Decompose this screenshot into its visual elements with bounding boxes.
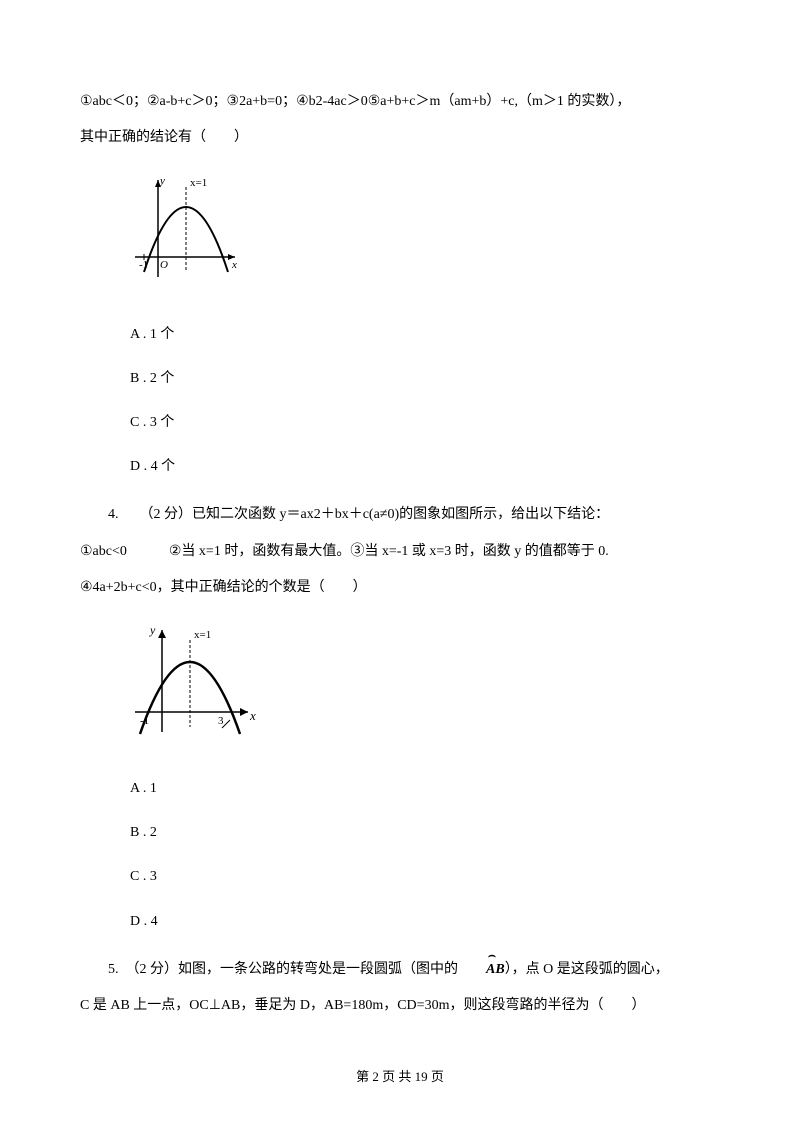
q3-statement-line1: ①abc＜0；②a-b+c＞0；③2a+b=0；④b2-4ac＞0⑤a+b+c＞… xyxy=(80,86,720,118)
q3-graph: x=1 y x -1 O xyxy=(130,172,720,300)
q4-line1: 4. （2 分）已知二次函数 y＝ax2＋bx＋c(a≠0)的图象如图所示，给出… xyxy=(80,499,720,531)
svg-text:-1: -1 xyxy=(140,715,149,727)
page-footer: 第 2 页 共 19 页 xyxy=(0,1062,800,1092)
q3-option-c: C . 3 个 xyxy=(130,407,720,439)
q4-option-c: C . 3 xyxy=(130,861,720,893)
q4-option-b: B . 2 xyxy=(130,817,720,849)
svg-text:x: x xyxy=(231,259,237,271)
svg-text:O: O xyxy=(160,259,168,271)
q5-line1: 5. （2 分）如图，一条公路的转弯处是一段圆弧（图中的AB），点 O 是这段弧… xyxy=(80,954,720,986)
q3-statement-line2: 其中正确的结论有（ ） xyxy=(80,122,720,154)
q4-line2: ①abc<0 ②当 x=1 时，函数有最大值。③当 x=-1 或 x=3 时，函… xyxy=(80,536,720,568)
svg-text:x=1: x=1 xyxy=(190,177,207,189)
q5-line2: C 是 AB 上一点，OC⊥AB，垂足为 D，AB=180m，CD=30m，则这… xyxy=(80,990,720,1022)
q4-option-a: A . 1 xyxy=(130,773,720,805)
q5-line1-a: 5. （2 分）如图，一条公路的转弯处是一段圆弧（图中的 xyxy=(108,962,458,977)
arc-ab-symbol: AB xyxy=(458,954,505,986)
svg-text:x=1: x=1 xyxy=(194,629,211,641)
svg-text:y: y xyxy=(149,623,156,637)
q3-option-d: D . 4 个 xyxy=(130,451,720,483)
q5-line1-c: ），点 O 是这段弧的圆心， xyxy=(505,962,669,977)
svg-text:3: 3 xyxy=(218,715,224,727)
q4-graph: x=1 y x -1 3 xyxy=(130,622,720,755)
svg-text:x: x xyxy=(249,708,256,723)
q3-option-b: B . 2 个 xyxy=(130,363,720,395)
q4-option-d: D . 4 xyxy=(130,906,720,938)
svg-text:y: y xyxy=(159,175,165,187)
svg-text:-1: -1 xyxy=(139,259,148,271)
q3-option-a: A . 1 个 xyxy=(130,319,720,351)
q4-line3: ④4a+2b+c<0，其中正确结论的个数是（ ） xyxy=(80,572,720,604)
